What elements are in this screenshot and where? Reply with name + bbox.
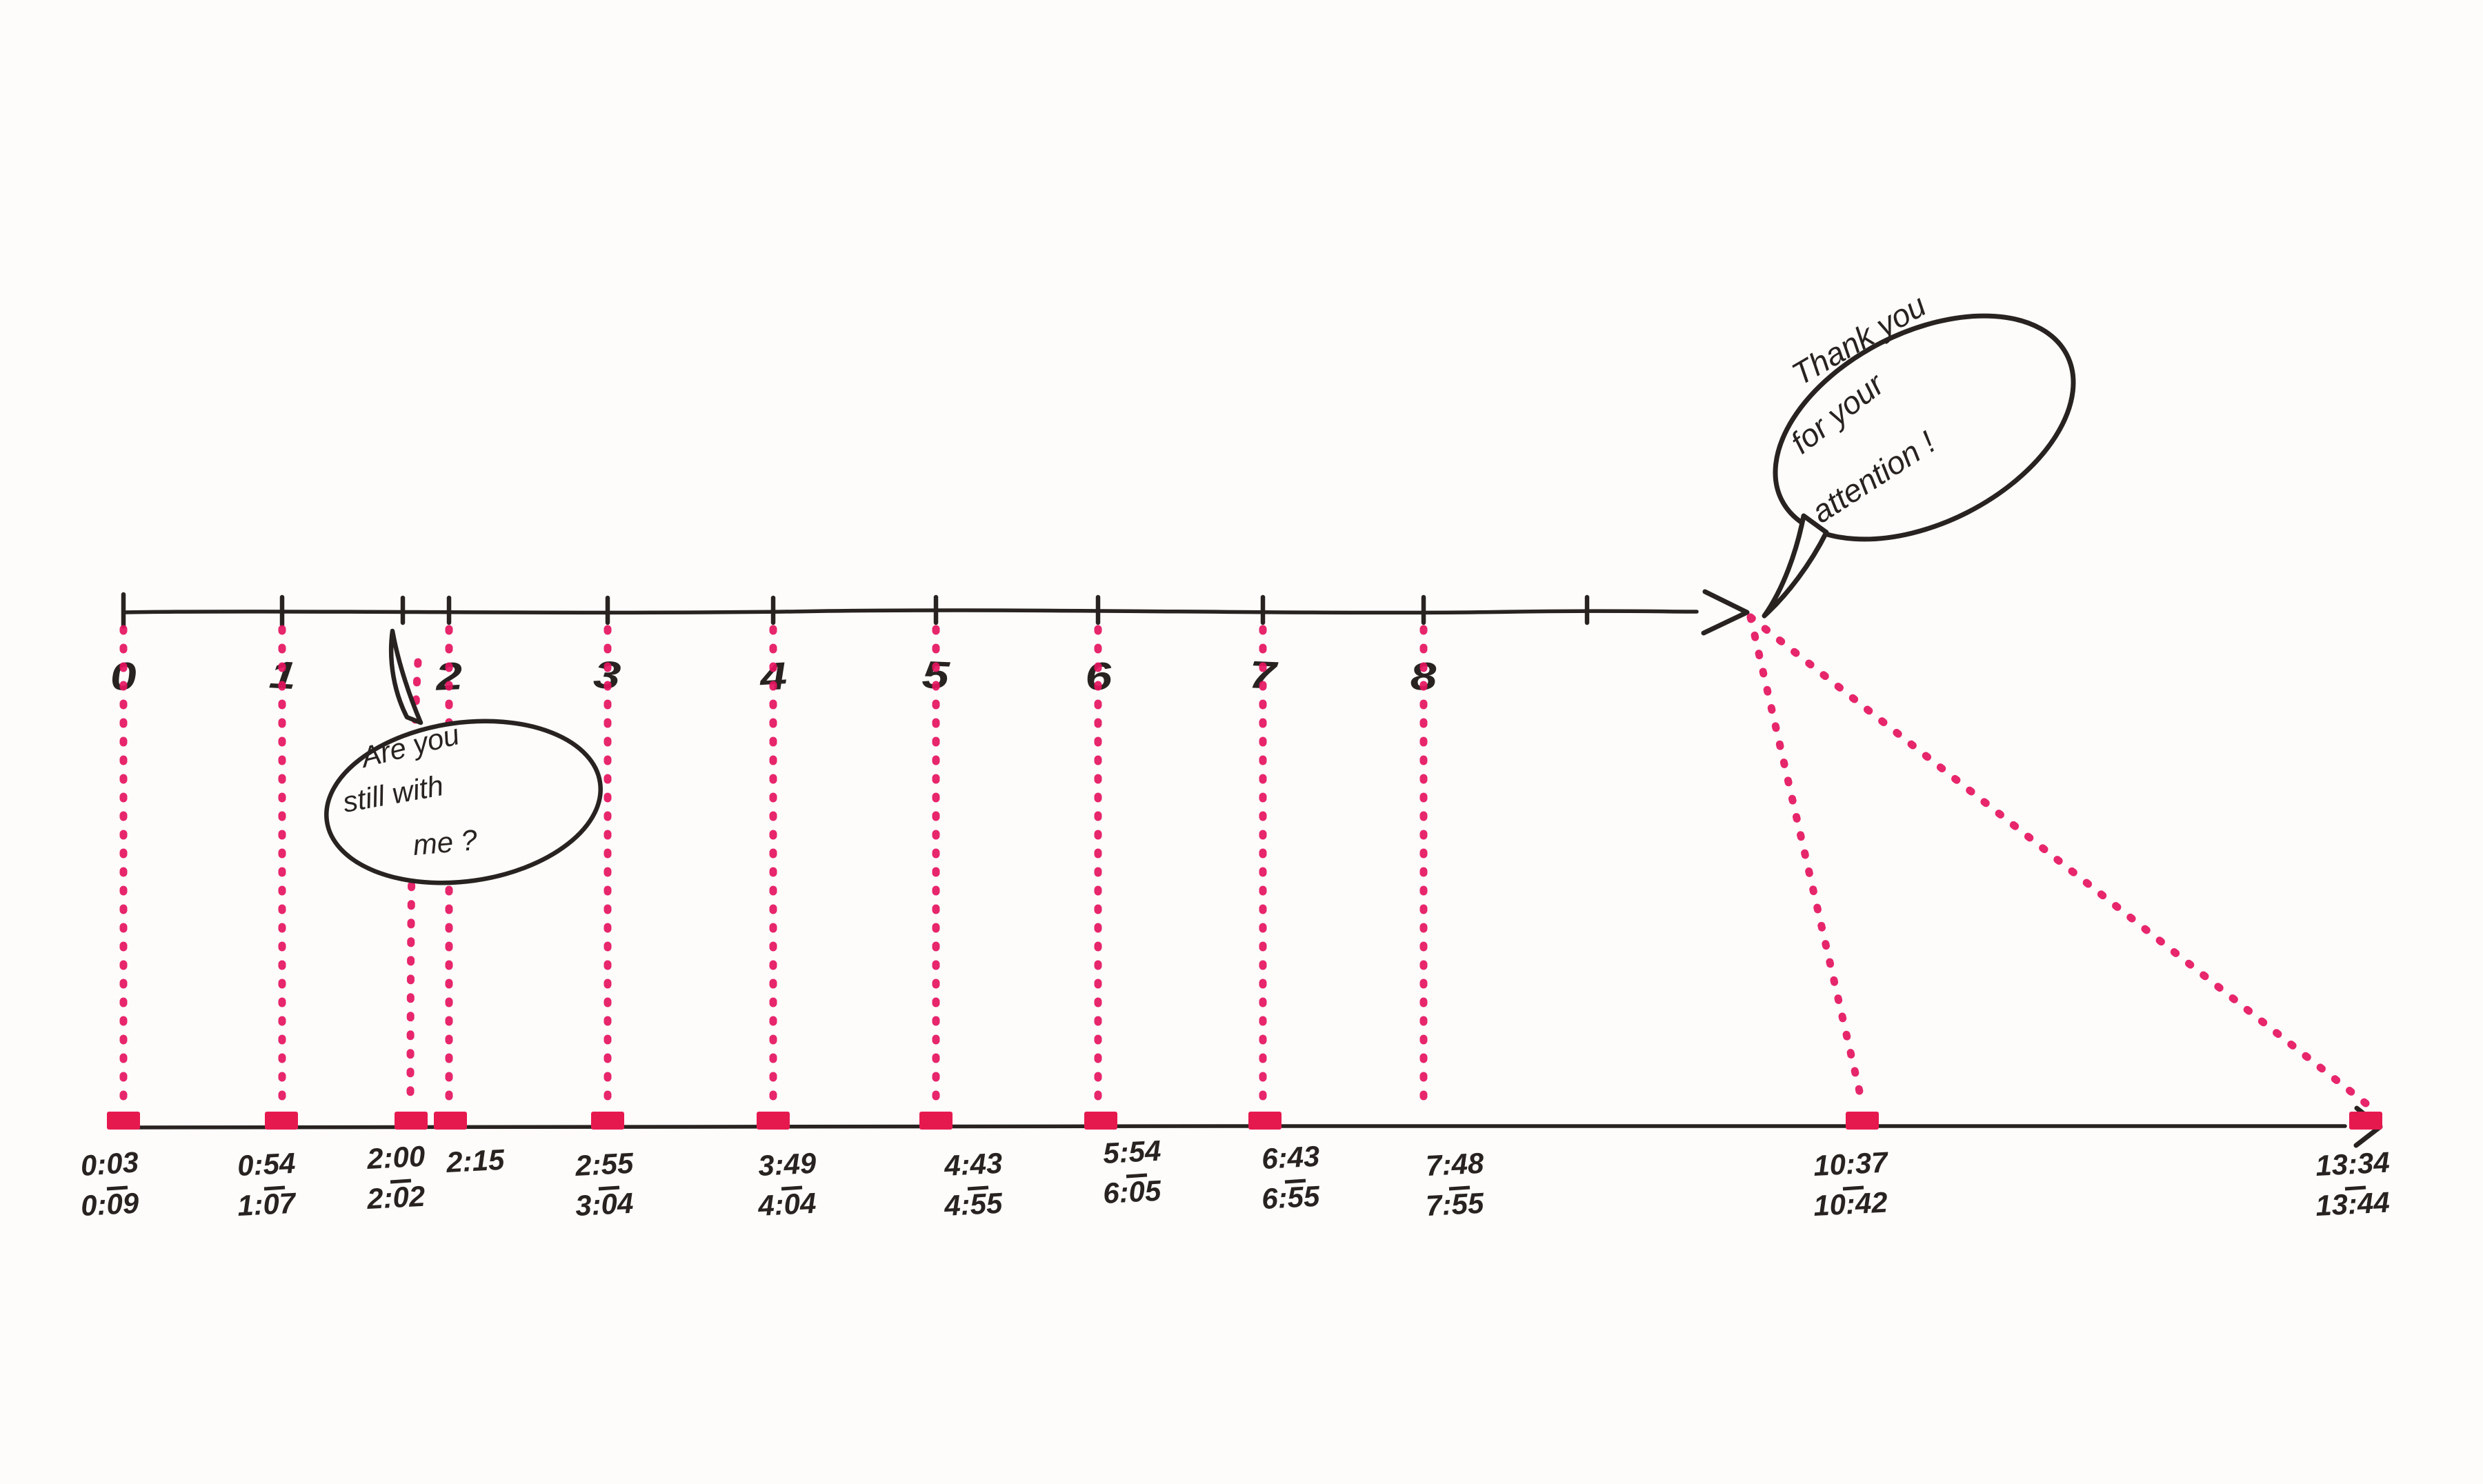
svg-text:2:55: 2:55 — [574, 1147, 635, 1182]
svg-text:4:04: 4:04 — [757, 1187, 817, 1222]
svg-text:10:42: 10:42 — [1813, 1185, 1888, 1222]
svg-text:3:04: 3:04 — [575, 1187, 634, 1222]
svg-text:2: 2 — [434, 655, 464, 699]
svg-text:0:54: 0:54 — [237, 1147, 296, 1182]
svg-text:0:09: 0:09 — [80, 1187, 140, 1222]
svg-text:8: 8 — [1408, 655, 1439, 699]
svg-text:13:34: 13:34 — [2315, 1145, 2391, 1182]
svg-text:7: 7 — [1248, 654, 1279, 698]
svg-text:2:15: 2:15 — [445, 1143, 506, 1179]
svg-text:10:37: 10:37 — [1813, 1145, 1889, 1182]
svg-text:7:48: 7:48 — [1425, 1147, 1485, 1182]
svg-text:6:43: 6:43 — [1261, 1140, 1320, 1175]
svg-text:0: 0 — [108, 654, 139, 699]
svg-text:3:49: 3:49 — [757, 1147, 817, 1182]
svg-text:0:03: 0:03 — [79, 1145, 139, 1182]
svg-text:4:55: 4:55 — [943, 1187, 1004, 1222]
svg-text:3: 3 — [592, 653, 622, 697]
svg-text:6:05: 6:05 — [1102, 1174, 1162, 1210]
svg-text:13:44: 13:44 — [2315, 1185, 2391, 1222]
svg-text:1:07: 1:07 — [237, 1187, 297, 1222]
svg-text:7:55: 7:55 — [1425, 1187, 1485, 1222]
svg-text:2:02: 2:02 — [366, 1180, 426, 1215]
svg-text:6: 6 — [1083, 654, 1114, 699]
svg-text:5:54: 5:54 — [1102, 1134, 1161, 1170]
svg-text:4:43: 4:43 — [943, 1147, 1003, 1182]
svg-text:1: 1 — [268, 654, 298, 698]
svg-text:me ?: me ? — [412, 823, 479, 861]
svg-text:5: 5 — [921, 654, 951, 697]
svg-text:2:00: 2:00 — [366, 1140, 426, 1175]
svg-text:6:55: 6:55 — [1261, 1180, 1321, 1215]
svg-text:4: 4 — [757, 655, 788, 699]
